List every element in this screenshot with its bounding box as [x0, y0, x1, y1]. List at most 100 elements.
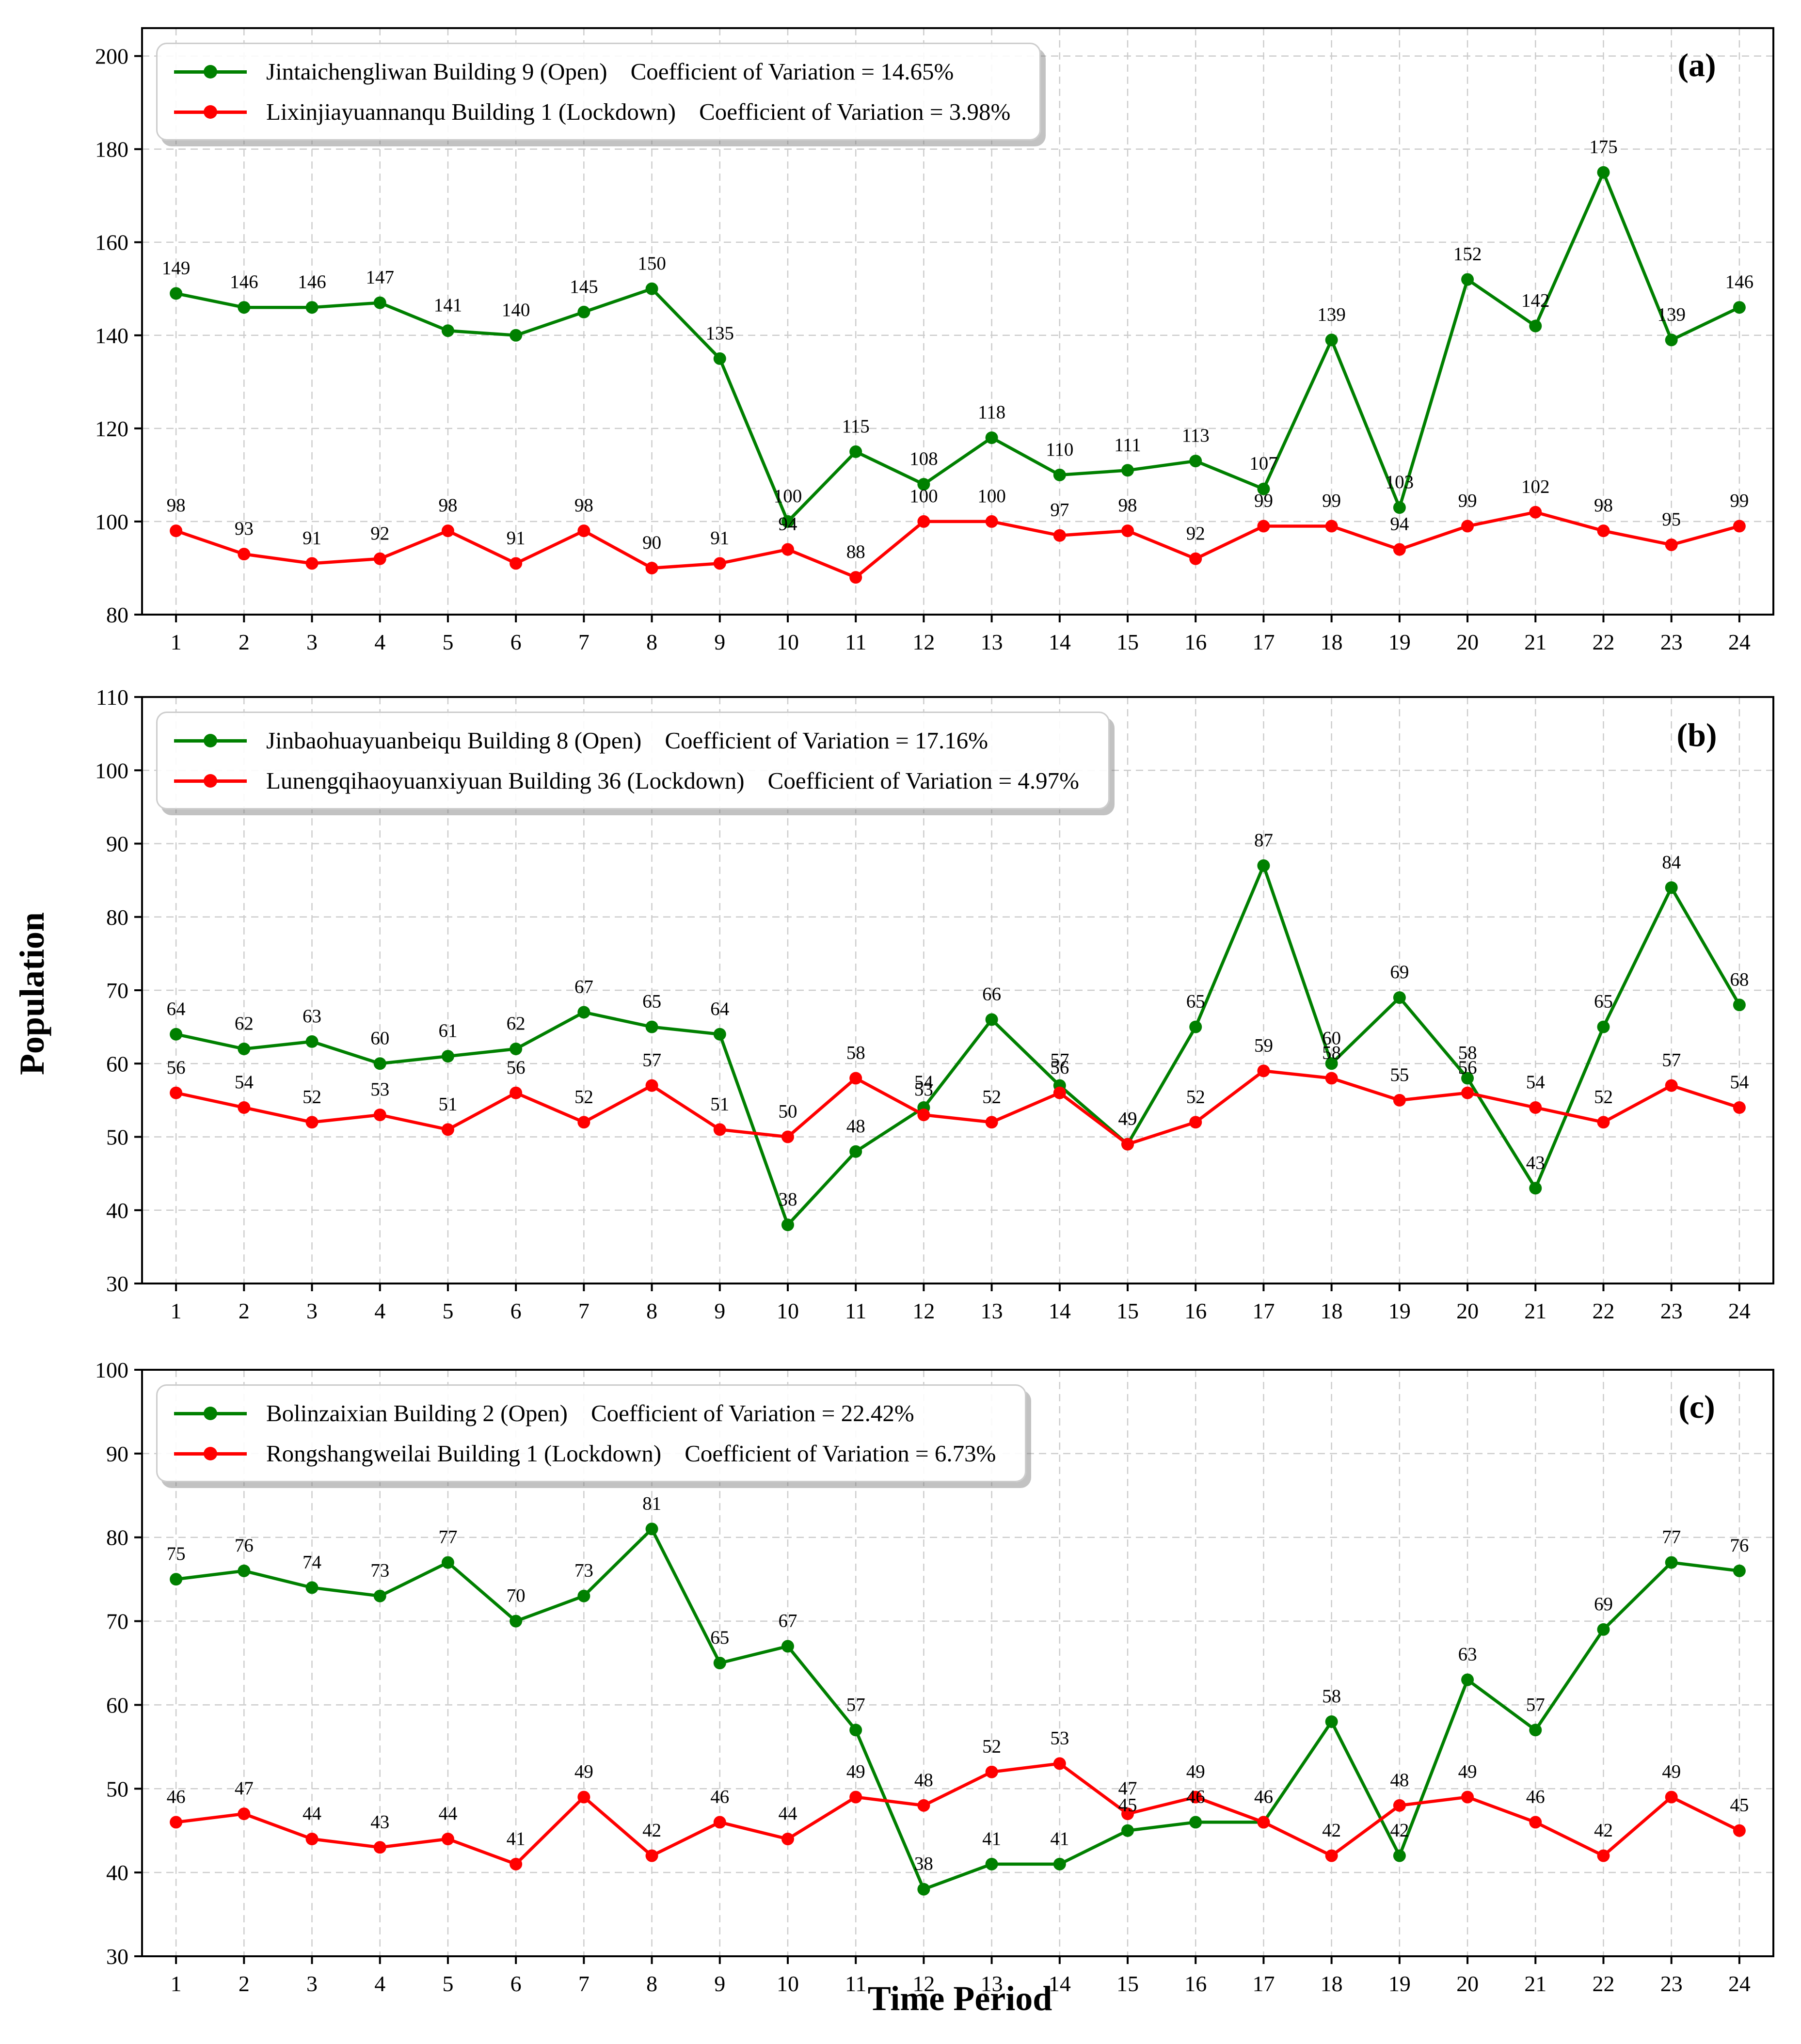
svg-text:68: 68	[1730, 969, 1749, 990]
svg-text:16: 16	[1184, 1299, 1207, 1323]
open-series-swatch-icon	[174, 64, 247, 79]
svg-text:92: 92	[1186, 523, 1205, 544]
data-point-marker	[1597, 1623, 1610, 1636]
svg-text:56: 56	[1458, 1057, 1477, 1078]
svg-text:3: 3	[306, 1299, 318, 1323]
data-point-marker	[1461, 1790, 1474, 1804]
data-point-marker	[1529, 1182, 1542, 1195]
svg-text:24: 24	[1728, 1299, 1751, 1323]
svg-text:90: 90	[106, 832, 128, 856]
data-point-marker	[170, 524, 183, 538]
data-point-marker	[1257, 859, 1270, 872]
svg-text:23: 23	[1660, 630, 1683, 654]
svg-text:100: 100	[95, 1358, 128, 1382]
svg-text:18: 18	[1321, 1971, 1343, 1996]
svg-text:108: 108	[909, 448, 938, 469]
data-point-marker	[441, 1050, 454, 1063]
data-point-marker	[1665, 881, 1678, 894]
svg-text:64: 64	[710, 998, 729, 1019]
svg-text:140: 140	[502, 300, 530, 320]
svg-text:160: 160	[95, 230, 128, 255]
svg-text:4: 4	[374, 1299, 385, 1323]
svg-text:52: 52	[574, 1086, 593, 1107]
data-point-marker	[1733, 1824, 1746, 1837]
svg-text:146: 146	[298, 271, 326, 292]
data-point-marker	[1393, 543, 1406, 556]
data-point-marker	[441, 324, 454, 337]
svg-text:47: 47	[1118, 1778, 1137, 1799]
svg-text:49: 49	[1186, 1761, 1205, 1782]
svg-text:150: 150	[638, 253, 666, 274]
legend-series-name: Jintaichengliwan Building 9 (Open)	[266, 58, 607, 85]
data-point-marker	[1733, 301, 1746, 314]
svg-text:73: 73	[574, 1560, 593, 1581]
legend-item: Lixinjiayuannanqu Building 1 (Lockdown) …	[174, 98, 1010, 126]
data-point-marker	[1121, 464, 1134, 477]
data-point-marker	[1257, 1816, 1270, 1829]
data-point-marker	[510, 1043, 523, 1055]
lockdown-series-swatch-icon	[174, 105, 247, 119]
data-point-marker	[781, 515, 794, 528]
svg-text:146: 146	[230, 271, 258, 292]
panel-label-b: (b)	[1676, 716, 1717, 753]
data-point-marker	[645, 1079, 658, 1092]
svg-text:100: 100	[774, 486, 802, 507]
data-point-marker	[985, 1857, 998, 1870]
data-point-marker	[1121, 524, 1134, 538]
point-labels: 64 62 63 60 61 62 67 65 64 38 48 54 66 57 49 65 87 60 69 58…	[167, 830, 1749, 1210]
svg-text:43: 43	[1526, 1152, 1545, 1173]
svg-text:54: 54	[914, 1072, 933, 1093]
svg-text:8: 8	[646, 630, 657, 654]
data-point-marker	[238, 1043, 251, 1055]
svg-text:21: 21	[1524, 1299, 1546, 1323]
series-line	[170, 166, 1746, 528]
y-axis-title: Population	[13, 912, 51, 1076]
svg-text:42: 42	[1594, 1820, 1613, 1841]
svg-text:147: 147	[366, 267, 394, 288]
dot-icon	[204, 1446, 217, 1460]
svg-text:10: 10	[777, 1971, 799, 1996]
svg-text:52: 52	[1186, 1086, 1205, 1107]
svg-text:120: 120	[95, 416, 128, 441]
svg-text:84: 84	[1662, 852, 1681, 872]
data-point-marker	[1121, 1138, 1134, 1151]
data-point-marker	[238, 548, 251, 561]
svg-text:91: 91	[507, 527, 526, 548]
svg-text:51: 51	[710, 1093, 729, 1114]
svg-text:67: 67	[778, 1610, 797, 1631]
data-point-marker	[1393, 501, 1406, 514]
data-point-marker	[917, 515, 930, 528]
data-point-marker	[1665, 1790, 1678, 1804]
svg-text:139: 139	[1657, 304, 1686, 325]
data-point-marker	[1665, 538, 1678, 551]
dot-icon	[204, 105, 217, 119]
svg-text:18: 18	[1321, 630, 1343, 654]
data-point-marker	[1189, 1790, 1202, 1804]
svg-text:175: 175	[1589, 137, 1618, 158]
svg-text:98: 98	[1118, 495, 1137, 516]
svg-text:5: 5	[442, 630, 453, 654]
svg-text:4: 4	[374, 1971, 385, 1996]
svg-text:52: 52	[982, 1086, 1001, 1107]
svg-text:45: 45	[1730, 1795, 1749, 1816]
svg-text:54: 54	[235, 1072, 254, 1093]
svg-text:38: 38	[914, 1854, 933, 1874]
data-point-marker	[238, 1807, 251, 1821]
svg-text:98: 98	[167, 495, 186, 516]
legend-series-cv: Coefficient of Variation = 3.98%	[699, 98, 1011, 125]
svg-text:30: 30	[106, 1944, 128, 1969]
svg-text:12: 12	[912, 630, 935, 654]
data-point-marker	[849, 571, 862, 584]
svg-text:69: 69	[1390, 962, 1409, 982]
svg-text:98: 98	[1594, 495, 1613, 516]
svg-text:5: 5	[442, 1971, 453, 1996]
svg-text:75: 75	[167, 1543, 186, 1564]
svg-text:49: 49	[1118, 1109, 1137, 1129]
data-point-marker	[1597, 1116, 1610, 1129]
svg-text:13: 13	[981, 1299, 1003, 1323]
data-point-marker	[713, 1123, 726, 1136]
svg-text:17: 17	[1252, 1971, 1275, 1996]
data-point-marker	[510, 1086, 523, 1099]
